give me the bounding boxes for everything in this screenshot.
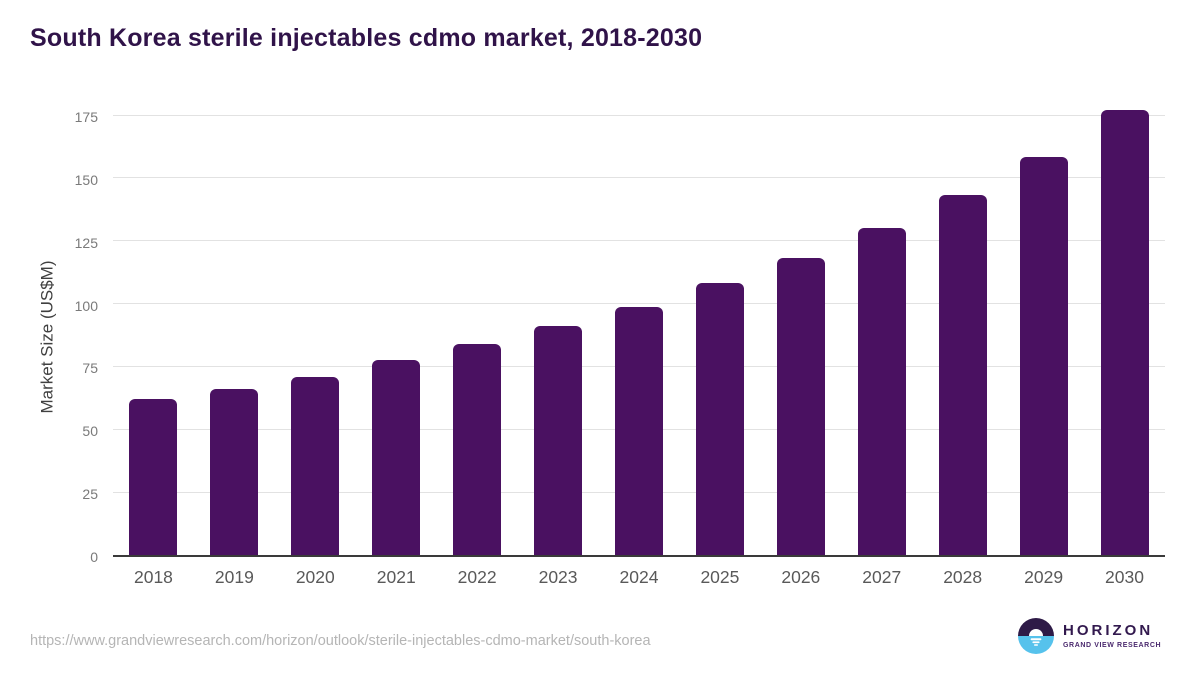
x-label-2025: 2025: [700, 567, 740, 587]
bar-2026: [776, 258, 825, 555]
y-tick-100: 100: [74, 297, 98, 314]
bar-2018: [129, 399, 178, 555]
bar-2024: [614, 307, 663, 555]
bar-2028: [938, 195, 987, 555]
horizon-logo: HORIZON GRAND VIEW RESEARCH: [1018, 618, 1161, 654]
y-tick-50: 50: [82, 423, 98, 440]
y-tick-25: 25: [82, 486, 98, 503]
bar-2019: [210, 389, 259, 555]
gridline-100: [113, 303, 1165, 305]
plot-area: [113, 109, 1165, 557]
gridline-175: [113, 114, 1165, 116]
bars-layer: [113, 109, 1165, 555]
bar-2027: [857, 228, 906, 555]
x-label-2023: 2023: [538, 567, 578, 587]
bar-2021: [372, 360, 421, 555]
x-label-2018: 2018: [133, 567, 173, 587]
bar-2023: [534, 326, 583, 555]
x-label-2026: 2026: [781, 567, 821, 587]
x-label-2027: 2027: [862, 567, 902, 587]
bar-2030: [1100, 109, 1149, 555]
gridline-150: [113, 177, 1165, 179]
y-tick-0: 0: [90, 549, 98, 565]
y-axis-ticks: 0 25 50 75 100 125 150 175: [0, 109, 100, 565]
bar-2022: [453, 343, 502, 555]
source-url: https://www.grandviewresearch.com/horizo…: [30, 633, 651, 649]
x-axis-labels: 2018 2019 2020 2021 2022 2023 2024 2025 2026 2027…: [113, 567, 1165, 588]
x-label-2029: 2029: [1024, 567, 1064, 587]
y-tick-175: 175: [74, 109, 98, 125]
x-label-2021: 2021: [376, 567, 416, 587]
y-tick-125: 125: [74, 234, 98, 251]
logo-subtitle: GRAND VIEW RESEARCH: [1063, 642, 1162, 649]
page-title: South Korea sterile injectables cdmo mar…: [30, 24, 703, 52]
logo-name: HORIZON: [1063, 622, 1154, 639]
bar-2029: [1019, 156, 1068, 555]
x-label-2028: 2028: [943, 567, 983, 587]
x-label-2020: 2020: [295, 567, 335, 587]
gridline-125: [113, 240, 1165, 242]
x-label-2019: 2019: [214, 567, 254, 587]
bar-2020: [291, 376, 340, 555]
y-tick-150: 150: [74, 171, 98, 188]
x-label-2022: 2022: [457, 567, 497, 587]
y-tick-75: 75: [82, 360, 98, 377]
x-label-2030: 2030: [1105, 567, 1144, 587]
bar-2025: [695, 283, 744, 555]
x-label-2024: 2024: [619, 567, 659, 587]
logo-text: HORIZON GRAND VIEW RESEARCH: [1063, 622, 1162, 650]
horizon-sun-icon: [1018, 618, 1054, 654]
